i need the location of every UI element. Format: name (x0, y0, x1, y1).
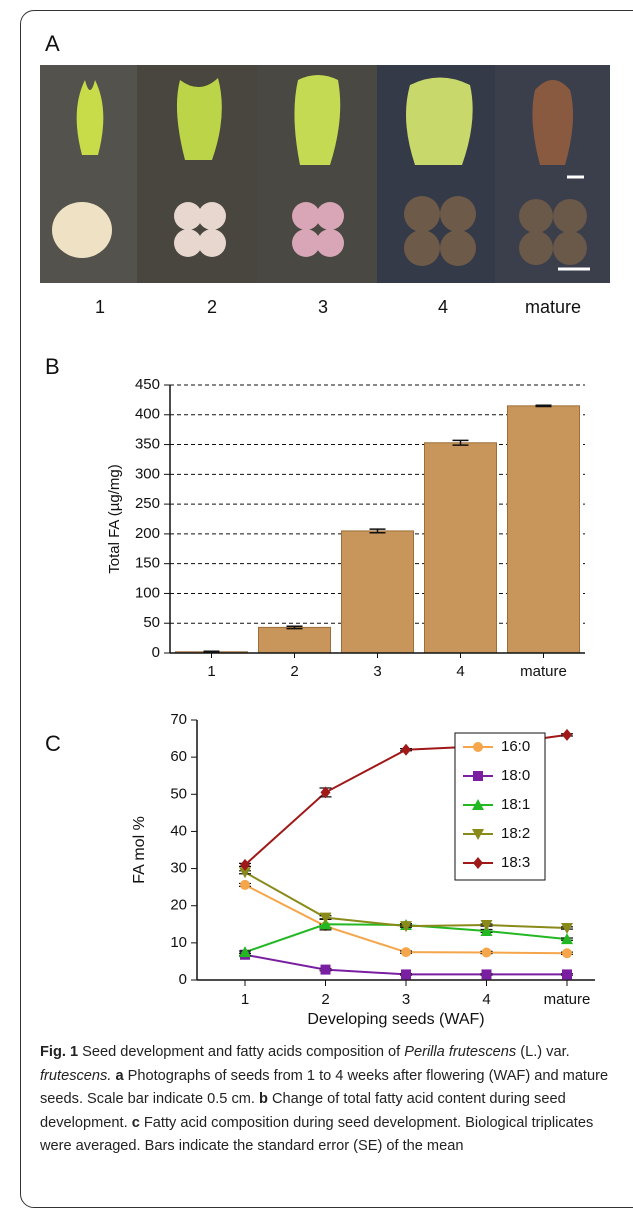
photo-label: 1 (95, 297, 105, 317)
x-tick-label: 3 (373, 663, 381, 680)
y-tick-label: 350 (135, 436, 160, 453)
caption-run: Seed development and fatty acids composi… (78, 1044, 405, 1060)
y-tick-label: 400 (135, 406, 160, 423)
x-tick-label: 1 (207, 663, 215, 680)
error-bar (452, 439, 469, 446)
y-tick-label: 20 (170, 897, 187, 914)
legend-label: 18:3 (501, 854, 530, 871)
x-tick-label: 1 (241, 991, 249, 1008)
caption: Fig. 1 Seed development and fatty acids … (40, 1041, 620, 1159)
panel-label: A (45, 31, 60, 56)
caption-run: b (259, 1091, 268, 1107)
panel-label: C (45, 731, 61, 756)
y-tick-label: 70 (170, 711, 187, 728)
marker (562, 948, 572, 959)
x-tick-label: 4 (456, 663, 464, 680)
bar (341, 530, 414, 654)
caption-run: Photographs of seeds from 1 to 4 weeks a… (40, 1067, 609, 1108)
caption-run: (L.) var. (516, 1044, 570, 1060)
marker (240, 879, 250, 890)
marker (401, 743, 411, 756)
y-tick-label: 0 (152, 644, 160, 661)
caption-run: a (111, 1067, 124, 1084)
legend-box (454, 732, 546, 881)
marker (473, 857, 483, 869)
marker (473, 771, 483, 781)
y-tick-label: 30 (170, 860, 187, 877)
y-tick-label: 50 (143, 614, 160, 631)
marker (481, 969, 492, 980)
marker (319, 918, 332, 930)
x-axis-label: Developing seeds (WAF) (307, 1011, 484, 1028)
marker (472, 829, 484, 840)
caption-run: Change of total fatty acid content durin… (40, 1091, 566, 1131)
legend-label: 18:1 (501, 796, 530, 813)
caption-run: Fig. 1 (40, 1044, 79, 1060)
y-tick-label: 200 (135, 525, 160, 542)
marker (401, 969, 411, 980)
y-tick-label: 60 (170, 748, 187, 765)
y-tick-label: 0 (179, 971, 187, 988)
caption-run: frutescens. (40, 1067, 112, 1084)
marker (561, 923, 573, 934)
bar (258, 626, 331, 654)
x-tick-label: 2 (321, 991, 329, 1008)
legend-label: 18:2 (501, 825, 530, 842)
figure: A 1 2 3 4 matureB050100150200250300350400450… (40, 31, 610, 1028)
y-axis-label: FA mol % (131, 816, 148, 884)
caption-run: Fatty acid composition during seed devel… (40, 1114, 594, 1155)
marker (319, 912, 332, 924)
error-bar (286, 625, 303, 630)
marker (239, 867, 251, 879)
marker (400, 921, 412, 933)
marker (562, 728, 572, 741)
marker (481, 947, 492, 958)
y-axis-label: Total FA (µg/mg) (106, 464, 123, 574)
y-tick-label: 250 (135, 495, 160, 512)
marker (320, 964, 331, 975)
seed-photo (40, 65, 610, 283)
x-tick-label: mature (544, 991, 591, 1008)
x-tick-label: 3 (402, 991, 410, 1008)
marker (472, 799, 484, 810)
y-tick-label: 10 (170, 934, 187, 951)
bar (424, 442, 497, 654)
error-bar (369, 528, 386, 534)
y-tick-label: 300 (135, 465, 160, 482)
caption-run: Perilla frutescens (404, 1044, 517, 1060)
photo-label: mature (525, 297, 581, 317)
panel-label: B (45, 354, 60, 379)
error-bar (203, 650, 220, 654)
y-tick-label: 150 (135, 555, 160, 572)
y-tick-label: 40 (170, 822, 187, 839)
x-tick-label: 2 (290, 663, 298, 680)
photo-label: 2 (207, 297, 217, 317)
marker (473, 742, 483, 752)
marker (562, 969, 572, 980)
photo-label: 4 (438, 297, 448, 317)
marker (320, 786, 331, 799)
y-tick-label: 50 (170, 785, 187, 802)
marker (561, 933, 573, 945)
x-tick-label: mature (520, 663, 567, 680)
photo-label: 3 (318, 297, 328, 317)
error-bar (535, 404, 552, 408)
legend-label: 16:0 (501, 738, 530, 755)
x-tick-label: 4 (482, 991, 490, 1008)
marker (240, 858, 250, 871)
marker (239, 946, 251, 958)
y-tick-label: 100 (135, 584, 160, 601)
figure-frame (20, 10, 633, 1208)
caption-run: c (131, 1114, 140, 1131)
marker (480, 920, 493, 932)
y-tick-label: 450 (135, 376, 160, 393)
bar (507, 405, 580, 654)
marker (401, 947, 411, 958)
legend-label: 18:0 (501, 767, 530, 784)
